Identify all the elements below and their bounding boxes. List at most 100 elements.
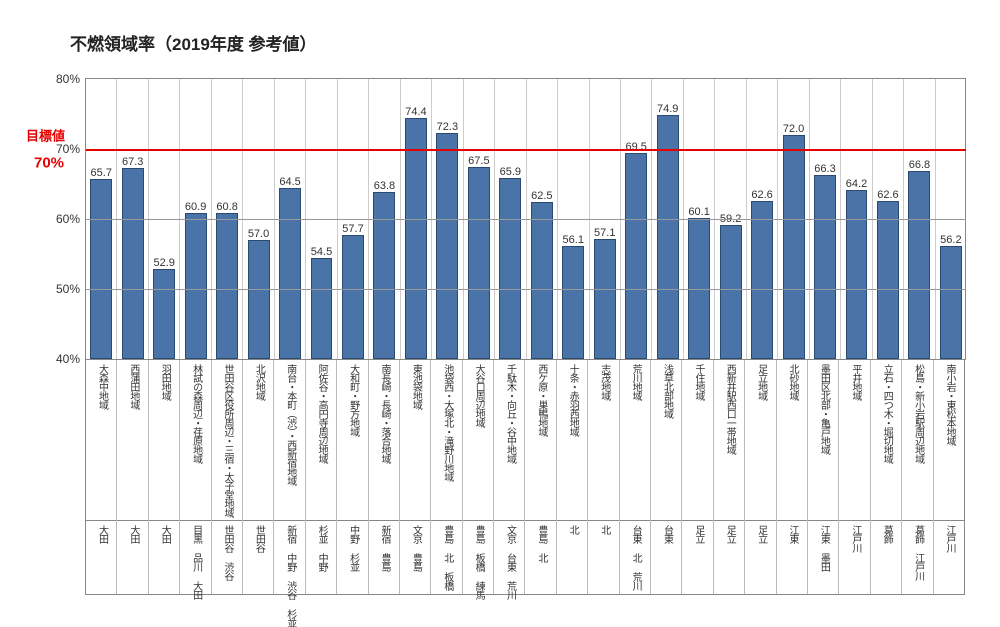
ward-label: 大田 [96,525,107,543]
x-axis-labels: 大森中地域大田西蒲田地域大田羽田地域大田林試の森周辺・荏原地域目黒 品川 大田世… [85,360,965,595]
area-label: 北沢地域 [253,364,264,400]
bar-value-label: 57.1 [594,227,615,239]
y-tick-label: 50% [40,282,80,296]
bar-value-label: 54.5 [311,246,332,258]
area-label: 南小岩・東松本地域 [943,364,954,445]
bar: 66.3 [814,175,836,359]
ward-label: 台東 北 荒川 [630,525,641,590]
ward-label: 北 [598,525,609,534]
bar-value-label: 66.8 [909,159,930,171]
ward-label: 葛飾 [881,525,892,543]
ward-label: 大田 [159,525,170,543]
x-slot: 林試の森周辺・荏原地域目黒 品川 大田 [180,360,211,594]
x-slot: 西新井駅西口一帯地域足立 [714,360,745,594]
bar: 59.2 [720,225,742,359]
bar: 56.1 [562,246,584,359]
ward-label: 世田谷 渋谷 [222,525,233,580]
x-slot: 東池袋地域文京 豊島 [400,360,431,594]
bar-value-label: 63.8 [374,180,395,192]
x-slot: 南小岩・東松本地域江戸川 [934,360,965,594]
ward-label: 文京 台東 荒川 [504,525,515,599]
x-slot: 西ケ原・巣鴨地域豊島 北 [525,360,556,594]
ward-label: 足立 [755,525,766,543]
bar: 72.0 [783,135,805,359]
x-slot: 千住地域足立 [682,360,713,594]
area-label: 西ケ原・巣鴨地域 [535,364,546,436]
bar: 62.5 [531,202,553,360]
area-label: 南長崎・長崎・落合地域 [378,364,389,463]
area-label: 羽田地域 [159,364,170,400]
ward-label: 大田 [127,525,138,543]
ward-label: 足立 [692,525,703,543]
area-label: 立石・四つ木・堀切地域 [881,364,892,463]
ward-label: 江戸川 [943,525,954,552]
ward-label: 豊島 北 [535,525,546,562]
area-label: 北砂地域 [787,364,798,400]
x-slot: 立石・四つ木・堀切地域葛飾 [871,360,902,594]
bar-value-label: 65.9 [500,166,521,178]
x-slot: 平井地域江戸川 [839,360,870,594]
bar-value-label: 64.2 [846,178,867,190]
x-slot: 南台・本町（渋）・西新宿地域新宿 中野 渋谷 杉並 [274,360,305,594]
bar: 57.0 [248,240,270,359]
bar: 69.5 [625,153,647,360]
area-label: 大谷口周辺地域 [473,364,484,427]
bar-value-label: 52.9 [153,257,174,269]
ward-label: 目黒 品川 大田 [190,525,201,599]
bar-value-label: 56.1 [563,234,584,246]
ward-label: 文京 豊島 [410,525,421,571]
x-slot: 阿佐谷・高円寺周辺地域杉並 中野 [306,360,337,594]
ward-label: 江東 [787,525,798,543]
area-label: 阿佐谷・高円寺周辺地域 [316,364,327,463]
ward-label: 北 [567,525,578,534]
bar: 56.2 [940,246,962,359]
area-label: 西蒲田地域 [127,364,138,409]
bar-value-label: 74.4 [405,106,426,118]
bar: 67.3 [122,168,144,359]
x-slot: 羽田地域大田 [149,360,180,594]
target-line [86,149,966,151]
bar-value-label: 56.2 [940,234,961,246]
bar-value-label: 65.7 [91,167,112,179]
area-label: 大森中地域 [96,364,107,409]
bar: 60.8 [216,213,238,359]
bar-value-label: 60.9 [185,201,206,213]
y-tick-label: 60% [40,212,80,226]
area-label: 世田谷区役所周辺・三宿・太子堂地域 [222,364,233,517]
bar: 62.6 [751,201,773,359]
bar: 66.8 [908,171,930,359]
bar: 67.5 [468,167,490,360]
bar: 57.7 [342,235,364,359]
x-slot: 千駄木・向丘・谷中地域文京 台東 荒川 [494,360,525,594]
y-tick-label: 80% [40,72,80,86]
ward-label: 豊島 板橋 練馬 [473,525,484,599]
x-slot: 北砂地域江東 [777,360,808,594]
ward-label: 中野 杉並 [347,525,358,571]
ward-label: 新宿 豊島 [378,525,389,571]
chart-title: 不燃領域率（2019年度 参考値） [70,30,970,55]
ward-label: 豊島 北 板橋 [441,525,452,590]
area-label: 南台・本町（渋）・西新宿地域 [284,364,295,485]
ward-label: 江東 墨田 [818,525,829,571]
area-label: 千住地域 [692,364,703,400]
x-slot: 十条・赤羽西地域北 [557,360,588,594]
x-slot: 荒川地域台東 北 荒川 [620,360,651,594]
x-slot: 南長崎・長崎・落合地域新宿 豊島 [369,360,400,594]
bar-chart: 不燃領域率（2019年度 参考値） 65.7 67.3 52.9 60.9 60.8 57… [30,30,970,610]
bar: 74.9 [657,115,679,359]
x-slot: 大森中地域大田 [86,360,117,594]
x-slot: 池袋西・大塚北・滝野川地域豊島 北 板橋 [431,360,462,594]
bar-value-label: 67.5 [468,155,489,167]
area-label: 大和町・野方地域 [347,364,358,436]
bar-value-label: 66.3 [814,163,835,175]
x-slot: 松島・新小岩駅周辺地域葛飾 江戸川 [902,360,933,594]
ward-label: 足立 [724,525,735,543]
bar: 63.8 [373,192,395,359]
bar: 54.5 [311,258,333,360]
area-label: 墨田区北部・亀戸地域 [818,364,829,454]
bar: 57.1 [594,239,616,359]
x-slot: 墨田区北部・亀戸地域江東 墨田 [808,360,839,594]
ward-label: 葛飾 江戸川 [912,525,923,580]
area-label: 林試の森周辺・荏原地域 [190,364,201,463]
area-label: 千駄木・向丘・谷中地域 [504,364,515,463]
